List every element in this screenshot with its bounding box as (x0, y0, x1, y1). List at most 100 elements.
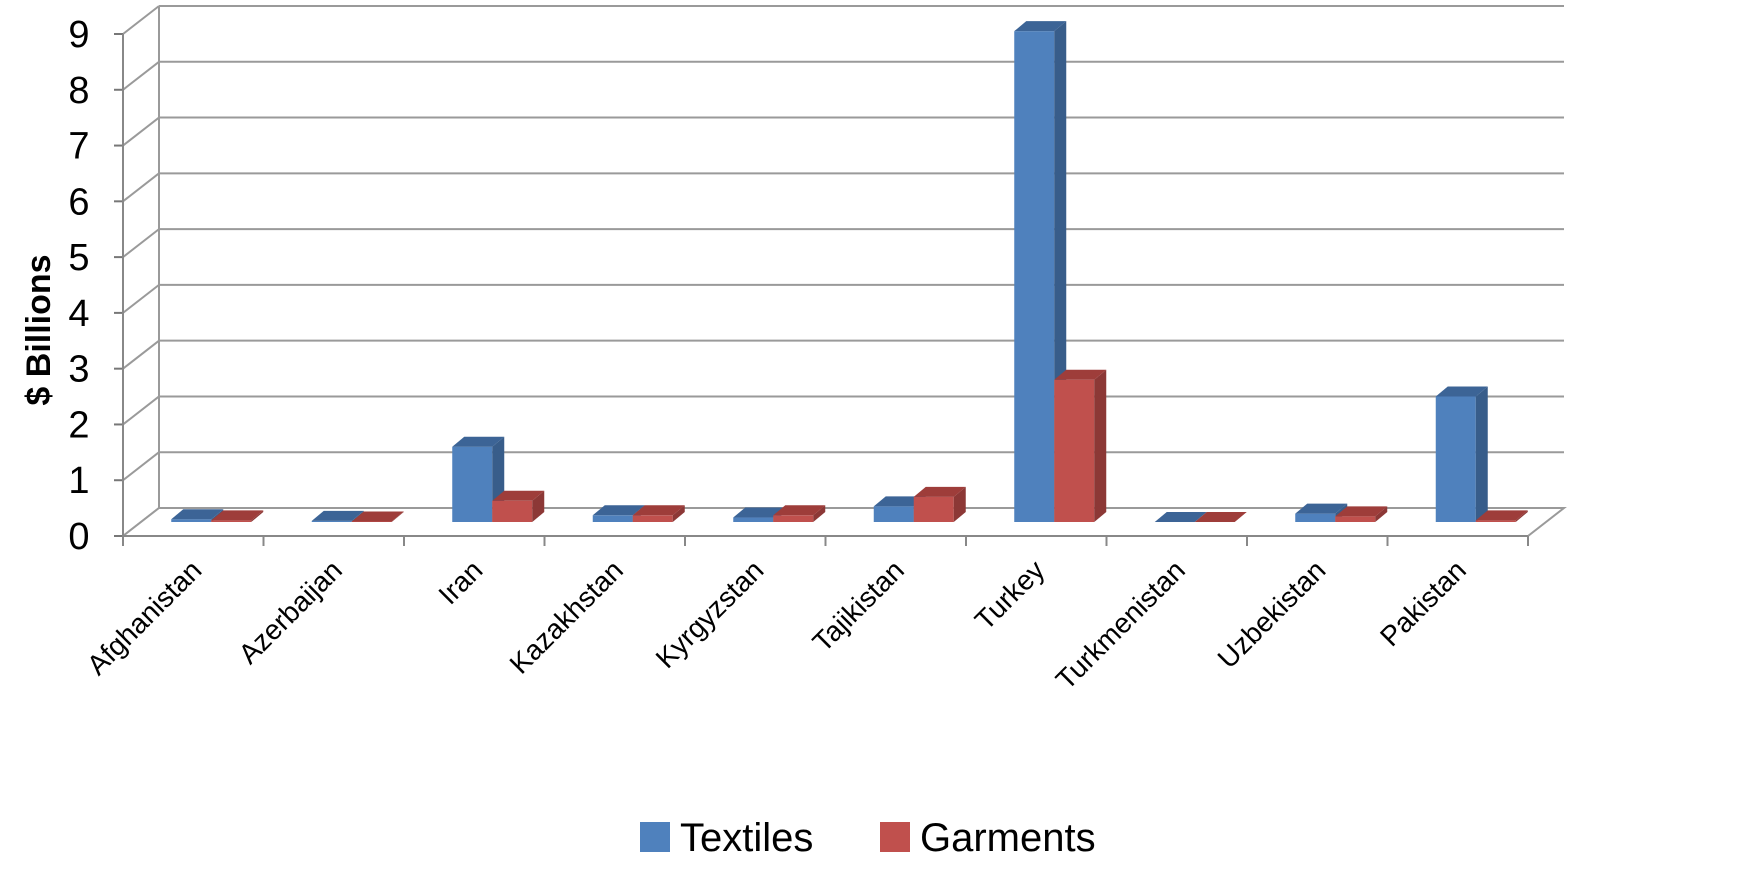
y-tick-label: 3 (68, 349, 89, 391)
bar-top (171, 509, 224, 520)
y-tick-label: 9 (68, 14, 89, 56)
bar-garments-kazakhstan (632, 505, 685, 522)
bar-front (733, 517, 774, 522)
bar-front (1435, 396, 1476, 522)
gridline-depth (122, 172, 160, 203)
bar-front (913, 496, 954, 522)
bar-side (1515, 510, 1528, 522)
x-tick-label: Tajikistan (807, 554, 910, 657)
y-tick-label: 7 (68, 126, 89, 168)
bar-top (1194, 512, 1247, 522)
bar-top (773, 505, 826, 516)
bar-textiles-turkmenistan (1154, 512, 1207, 523)
bar-garments-turkey (1054, 369, 1107, 522)
bar-top (1014, 21, 1067, 32)
bar-side (251, 510, 264, 522)
bar-front (1014, 31, 1055, 523)
legend-item-textiles: Textiles (640, 816, 813, 860)
bar-front (632, 515, 673, 522)
bar-top (733, 507, 786, 518)
bar-top (1054, 369, 1107, 380)
bar-garments-uzbekistan (1335, 506, 1388, 522)
bar-top (1335, 506, 1388, 517)
legend-label: Textiles (680, 816, 813, 860)
gridline-depth (122, 395, 160, 426)
bar-front (351, 521, 392, 522)
gridline-depth (122, 116, 160, 147)
x-tick-label: Iran (432, 554, 488, 610)
y-tick-label: 0 (68, 516, 89, 558)
gridline-depth (122, 284, 160, 314)
y-tick-label: 1 (68, 460, 89, 502)
bar-side (1475, 386, 1488, 522)
bar-garments-iran (492, 490, 545, 522)
bar-top (873, 496, 926, 507)
bar-front (773, 515, 814, 522)
legend-swatch (640, 822, 670, 852)
bar-front (1054, 379, 1095, 522)
bar-side (672, 505, 685, 522)
bar-front (1295, 513, 1336, 522)
bar-front (1335, 516, 1376, 522)
x-tick-labels: Afghanistan Azerbaijan Iran Kazakhstan Kyrgy… (81, 554, 1472, 695)
bar-garments-turkmenistan (1194, 512, 1247, 523)
bar-garments-azerbaijan (351, 511, 404, 522)
bar-side (1375, 506, 1388, 522)
bar-top (452, 436, 505, 447)
gridline-depth (122, 5, 160, 35)
bar-top (632, 505, 685, 516)
legend-swatch (880, 822, 910, 852)
y-tick-label: 5 (68, 237, 89, 279)
bar-side (953, 486, 966, 522)
bar-garments-tajikistan (913, 486, 966, 522)
bar-top (1475, 510, 1528, 521)
bar-top (492, 490, 545, 501)
x-tick-label: Kazakhstan (504, 554, 629, 679)
bar-textiles-pakistan (1435, 386, 1488, 522)
legend: Textiles Garments (640, 816, 1096, 860)
bar-front (171, 519, 212, 522)
bar-side (813, 505, 826, 522)
bar-front (592, 515, 633, 522)
bar-side (532, 490, 545, 522)
x-tick-label: Kyrgyzstan (650, 554, 770, 674)
x-tick-label: Turkmenistan (1050, 554, 1191, 695)
bar-front (311, 520, 352, 522)
y-tick-label: 2 (68, 404, 89, 446)
bar-top (1154, 512, 1207, 522)
bar-front (492, 500, 533, 522)
bar-top (592, 505, 645, 516)
bars (171, 21, 1528, 523)
gridline-depth (122, 451, 160, 482)
y-axis-label: $ Billions (20, 254, 58, 405)
bar-garments-pakistan (1475, 510, 1528, 522)
y-tick-label: 8 (68, 70, 89, 112)
x-tick-label: Turkey (969, 554, 1051, 636)
bar-top (211, 510, 264, 521)
bar-top (351, 511, 404, 522)
bar-front (452, 446, 493, 522)
y-tick-label: 4 (68, 293, 89, 335)
gridline-depth (122, 228, 160, 258)
y-tick-labels: 0 1 2 3 4 5 6 7 8 9 (68, 14, 89, 558)
gridline-depth (122, 339, 160, 370)
bar-garments-afghanistan (211, 510, 264, 522)
y-tick-label: 6 (68, 181, 89, 223)
gridline-depth (122, 60, 160, 91)
bar-front (873, 506, 914, 522)
x-tick-label: Uzbekistan (1212, 554, 1332, 674)
axes (114, 33, 1529, 546)
x-tick-label: Azerbaijan (233, 554, 348, 669)
bar-top (311, 510, 364, 521)
legend-item-garments: Garments (880, 816, 1096, 860)
bar-front (1475, 520, 1516, 522)
bar-textiles-iran (452, 436, 505, 522)
bar-garments-kyrgyzstan (773, 505, 826, 522)
bar-side (391, 511, 404, 522)
bar-top (913, 486, 966, 497)
bar-top (1435, 386, 1488, 397)
bar-top (1295, 503, 1348, 514)
x-tick-label: Afghanistan (81, 554, 207, 680)
bar-front (211, 520, 252, 522)
